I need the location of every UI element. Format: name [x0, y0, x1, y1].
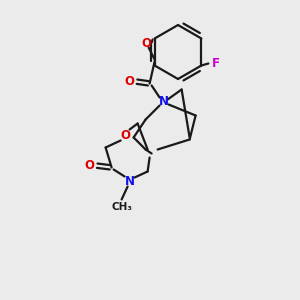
Text: N: N: [124, 175, 135, 188]
Text: F: F: [212, 57, 219, 70]
Text: O: O: [142, 37, 152, 50]
Text: N: N: [159, 95, 169, 108]
Text: O: O: [124, 75, 135, 88]
Text: O: O: [85, 159, 94, 172]
Text: O: O: [121, 129, 130, 142]
Text: CH₃: CH₃: [111, 202, 132, 212]
